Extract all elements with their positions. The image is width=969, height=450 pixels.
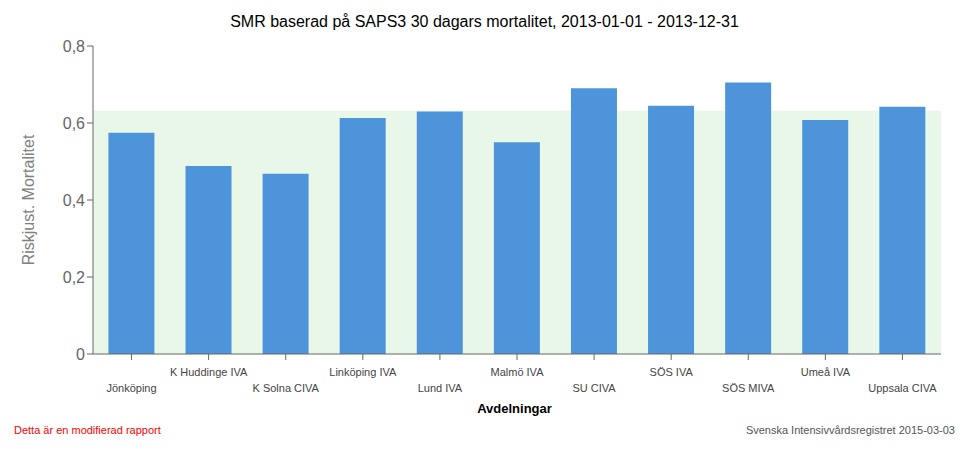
- svg-text:K Solna CIVA: K Solna CIVA: [253, 382, 320, 394]
- svg-text:Umeå IVA: Umeå IVA: [801, 366, 851, 378]
- svg-text:Lund IVA: Lund IVA: [418, 382, 463, 394]
- svg-text:SU CIVA: SU CIVA: [572, 382, 616, 394]
- svg-text:Riskjust. Mortalitet: Riskjust. Mortalitet: [20, 134, 37, 265]
- svg-text:Uppsala CIVA: Uppsala CIVA: [868, 382, 937, 394]
- svg-text:Malmö IVA: Malmö IVA: [491, 366, 545, 378]
- svg-text:SÖS IVA: SÖS IVA: [650, 366, 694, 378]
- svg-text:0,4: 0,4: [63, 192, 85, 209]
- svg-text:0,2: 0,2: [63, 269, 85, 286]
- svg-text:0,8: 0,8: [63, 38, 85, 55]
- html-text:Avdelningar: Avdelningar: [477, 401, 552, 416]
- svg-text:0,6: 0,6: [63, 115, 85, 132]
- svg-text:Linköping IVA: Linköping IVA: [329, 366, 397, 378]
- html-text:Detta är en modifierad rapport: Detta är en modifierad rapport: [14, 424, 161, 436]
- svg-text:K Huddinge IVA: K Huddinge IVA: [170, 366, 248, 378]
- html-text:SMR baserad på SAPS3 30 dagars: SMR baserad på SAPS3 30 dagars mortalite…: [230, 13, 739, 30]
- html-text:Svenska Intensivvårdsregistret: Svenska Intensivvårdsregistret 2015-03-0…: [745, 424, 955, 436]
- svg-text:0: 0: [76, 346, 85, 363]
- svg-text:Jönköping: Jönköping: [106, 382, 156, 394]
- svg-text:SÖS MIVA: SÖS MIVA: [722, 382, 775, 394]
